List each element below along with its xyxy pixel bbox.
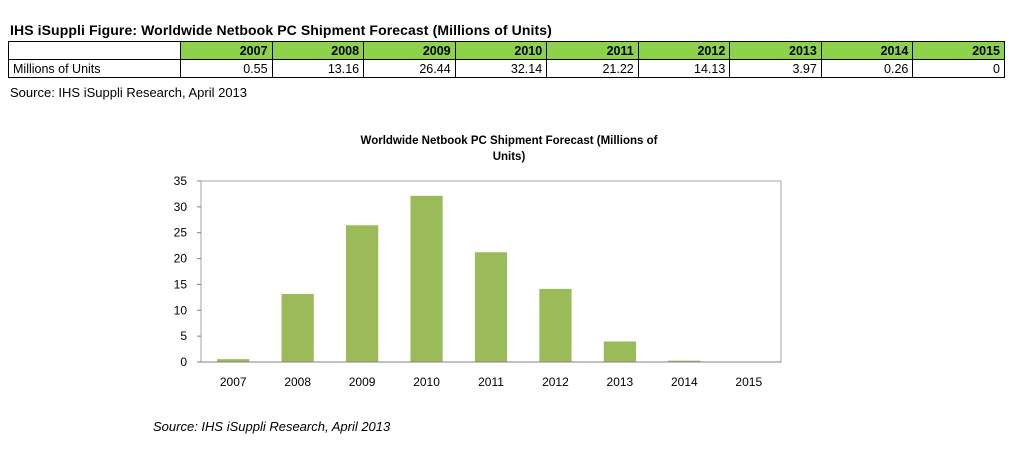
table-year-header: 2007 [180, 41, 273, 60]
y-tick-label: 0 [180, 355, 187, 369]
table-header-blank [8, 41, 181, 60]
x-tick-label: 2014 [671, 375, 698, 389]
table-cell: 26.44 [363, 59, 456, 78]
chart-source-note: Source: IHS iSuppli Research, April 2013 [153, 419, 391, 434]
y-tick-label: 35 [174, 174, 188, 188]
x-tick-label: 2008 [284, 375, 311, 389]
bar [474, 252, 508, 362]
y-tick-label: 20 [174, 252, 188, 266]
bar [346, 225, 379, 362]
bar [603, 341, 636, 362]
x-tick-label: 2015 [735, 375, 762, 389]
table-cell: 0.55 [180, 59, 273, 78]
data-table: 2007 2008 2009 2010 2011 2012 2013 2014 … [8, 41, 1005, 78]
x-tick-label: 2011 [478, 375, 504, 389]
bar [217, 359, 250, 362]
table-cell: 21.22 [546, 59, 639, 78]
y-tick-label: 30 [174, 200, 188, 214]
bar [410, 195, 443, 362]
y-tick-label: 25 [174, 226, 188, 240]
table-year-header: 2011 [546, 41, 639, 60]
table-header-row: 2007 2008 2009 2010 2011 2012 2013 2014 … [8, 41, 1005, 60]
table-year-header: 2008 [271, 41, 365, 60]
chart-title: Units) [493, 151, 526, 163]
table-row-label: Millions of Units [8, 59, 181, 78]
y-tick-label: 10 [174, 303, 188, 317]
table-cell: 0 [912, 59, 1005, 78]
x-tick-label: 2013 [607, 375, 634, 389]
figure-title: IHS iSuppli Figure: Worldwide Netbook PC… [10, 22, 552, 38]
table-cell: 0.26 [820, 59, 914, 78]
chart-title: Worldwide Netbook PC Shipment Forecast (… [361, 135, 658, 147]
table-year-header: 2014 [820, 41, 914, 60]
table-cell: 32.14 [454, 59, 548, 78]
bar [281, 293, 314, 362]
x-tick-label: 2007 [220, 375, 247, 389]
x-tick-label: 2010 [413, 375, 440, 389]
table-year-header: 2012 [637, 41, 731, 60]
table-cell: 14.13 [637, 59, 731, 78]
table-row: Millions of Units 0.55 13.16 26.44 32.14… [8, 59, 1005, 78]
table-year-header: 2010 [454, 41, 548, 60]
table-source-note: Source: IHS iSuppli Research, April 2013 [10, 85, 248, 100]
bar [539, 288, 572, 362]
x-tick-label: 2009 [349, 375, 376, 389]
x-tick-label: 2012 [542, 375, 569, 389]
table-cell: 3.97 [729, 59, 822, 78]
y-tick-label: 5 [180, 329, 187, 343]
bar [668, 360, 701, 362]
table-cell: 13.16 [271, 59, 365, 78]
y-tick-label: 15 [174, 277, 188, 291]
